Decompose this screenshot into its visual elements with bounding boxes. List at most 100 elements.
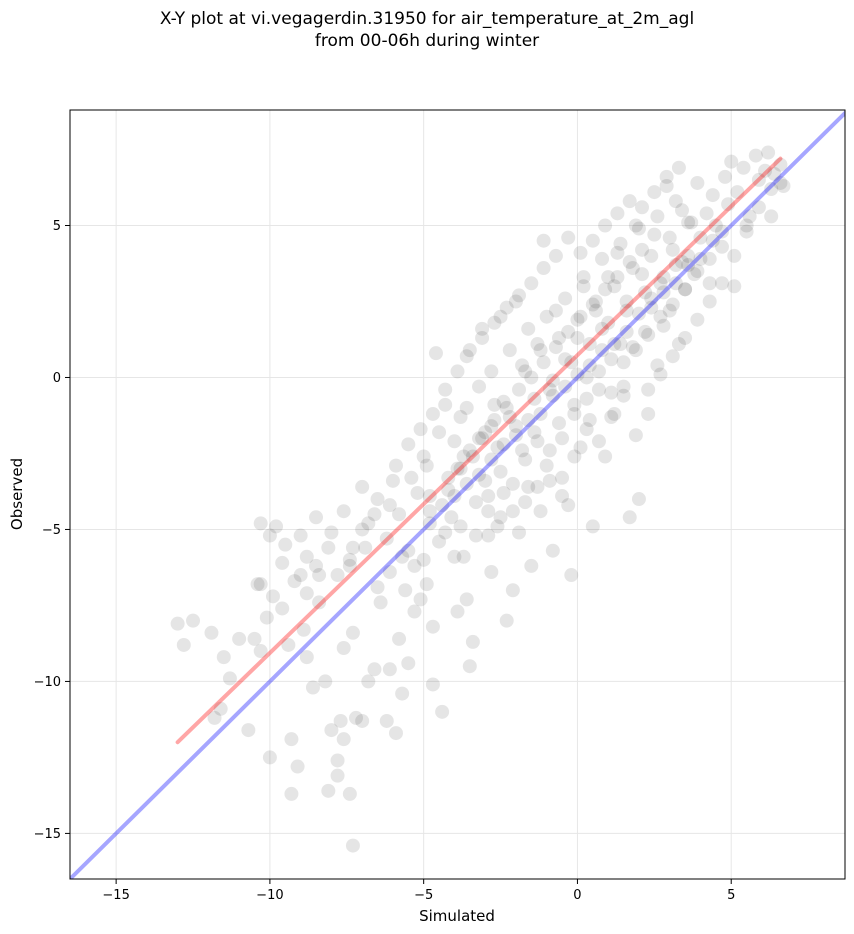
data-point-52 [388, 726, 403, 741]
chart-title-line-1: X-Y plot at vi.vegagerdin.31950 for air_… [159, 9, 695, 29]
data-point-275 [370, 580, 385, 595]
data-point-289 [542, 473, 557, 488]
data-point-338 [505, 476, 520, 491]
data-point-253 [681, 258, 696, 273]
data-point-358 [751, 200, 766, 215]
data-point-229 [668, 194, 683, 209]
data-point-332 [635, 200, 650, 215]
data-point-175 [776, 178, 791, 193]
data-point-274 [358, 540, 373, 555]
data-point-115 [576, 279, 591, 294]
data-point-337 [493, 510, 508, 525]
data-point-317 [450, 364, 465, 379]
data-point-173 [773, 175, 788, 190]
data-point-249 [631, 306, 646, 321]
data-point-106 [548, 303, 563, 318]
data-point-0 [170, 616, 185, 631]
data-point-33 [330, 753, 345, 768]
data-point-20 [284, 732, 299, 747]
data-point-18 [275, 601, 290, 616]
data-point-294 [604, 385, 619, 400]
data-point-282 [456, 549, 471, 564]
data-point-343 [567, 449, 582, 464]
data-point-217 [595, 251, 610, 266]
data-point-194 [453, 461, 468, 476]
data-point-310 [250, 577, 265, 592]
data-point-77 [462, 659, 477, 674]
data-point-140 [653, 276, 668, 291]
data-point-307 [312, 568, 327, 583]
x-tick-label-2: −5 [414, 888, 433, 903]
data-point-167 [748, 148, 763, 163]
data-point-279 [419, 577, 434, 592]
data-point-254 [693, 251, 708, 266]
data-point-250 [644, 300, 659, 315]
data-point-74 [456, 449, 471, 464]
data-point-318 [462, 343, 477, 358]
data-point-276 [382, 565, 397, 580]
data-point-34 [330, 768, 345, 783]
data-point-264 [548, 340, 563, 355]
data-point-238 [496, 437, 511, 452]
data-point-304 [275, 555, 290, 570]
data-point-202 [502, 343, 517, 358]
data-point-340 [530, 479, 545, 494]
data-point-218 [601, 315, 616, 330]
data-point-47 [367, 507, 382, 522]
data-point-199 [484, 364, 499, 379]
data-point-87 [490, 519, 505, 534]
data-point-357 [739, 218, 754, 233]
data-point-154 [699, 206, 714, 221]
data-point-30 [321, 540, 336, 555]
data-point-226 [650, 209, 665, 224]
data-point-160 [721, 197, 736, 212]
data-point-139 [650, 358, 665, 373]
data-point-305 [287, 574, 302, 589]
data-point-62 [422, 489, 437, 504]
data-point-122 [598, 449, 613, 464]
data-point-232 [422, 516, 437, 531]
data-point-352 [678, 330, 693, 345]
data-point-169 [758, 163, 773, 178]
data-point-35 [333, 713, 348, 728]
data-point-246 [595, 343, 610, 358]
data-point-72 [453, 519, 468, 534]
data-point-265 [561, 324, 576, 339]
data-point-242 [545, 388, 560, 403]
y-tick-label-0: −15 [34, 827, 61, 842]
data-point-120 [591, 382, 606, 397]
data-point-333 [647, 185, 662, 200]
data-point-291 [567, 406, 582, 421]
data-point-330 [610, 206, 625, 221]
data-point-219 [607, 279, 622, 294]
data-point-99 [527, 425, 542, 440]
data-points [170, 145, 791, 853]
data-point-248 [619, 324, 634, 339]
regression-line [175, 156, 783, 745]
data-point-353 [690, 312, 705, 327]
data-point-46 [367, 662, 382, 677]
data-point-65 [428, 346, 443, 361]
reference-lines [70, 111, 845, 879]
data-point-227 [656, 270, 671, 285]
data-point-237 [484, 452, 499, 467]
data-point-241 [533, 406, 548, 421]
data-point-23 [293, 568, 308, 583]
chart-title-line-2: from 00-06h during winter [314, 31, 540, 51]
data-point-221 [619, 303, 634, 318]
data-point-90 [499, 613, 514, 628]
data-point-231 [681, 215, 696, 230]
data-point-233 [435, 498, 450, 513]
data-point-151 [687, 267, 702, 282]
data-point-204 [515, 358, 530, 373]
data-point-230 [675, 254, 690, 269]
data-point-177 [309, 510, 324, 525]
x-tick-label-0: −15 [102, 888, 129, 903]
data-point-316 [438, 382, 453, 397]
data-point-281 [444, 510, 459, 525]
data-point-12 [253, 644, 268, 659]
x-axis-label: Simulated [419, 907, 495, 925]
data-point-129 [619, 294, 634, 309]
data-point-6 [207, 710, 222, 725]
